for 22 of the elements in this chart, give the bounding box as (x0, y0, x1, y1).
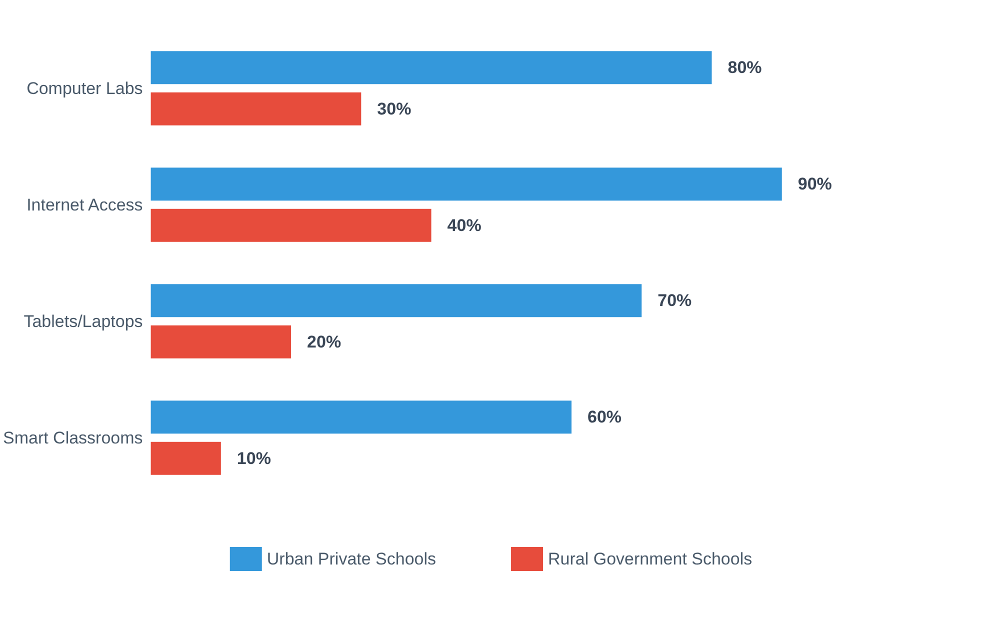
y-tick-label: Tablets/Laptops (24, 312, 143, 331)
bar (150, 208, 432, 242)
data-label: 80% (728, 58, 762, 78)
bar (150, 92, 362, 126)
data-label: 60% (588, 408, 622, 427)
bar (150, 325, 292, 358)
legend-label: Urban Private Schools (266, 550, 436, 568)
data-label: 90% (798, 174, 832, 194)
data-label: 30% (377, 99, 412, 118)
data-label: 40% (447, 216, 482, 235)
bar (150, 400, 572, 434)
y-tick-label: Internet Access (26, 195, 143, 214)
y-tick-label: Smart Classrooms (2, 428, 143, 448)
bar (150, 51, 712, 84)
data-label: 20% (307, 332, 342, 352)
data-label: 70% (658, 291, 692, 310)
y-tick-label: Computer Labs (26, 78, 143, 98)
data-label: 10% (236, 448, 271, 468)
bar (150, 168, 782, 201)
bar (150, 442, 221, 475)
bar (150, 284, 642, 318)
legend-label: Rural Government Schools (548, 550, 752, 568)
